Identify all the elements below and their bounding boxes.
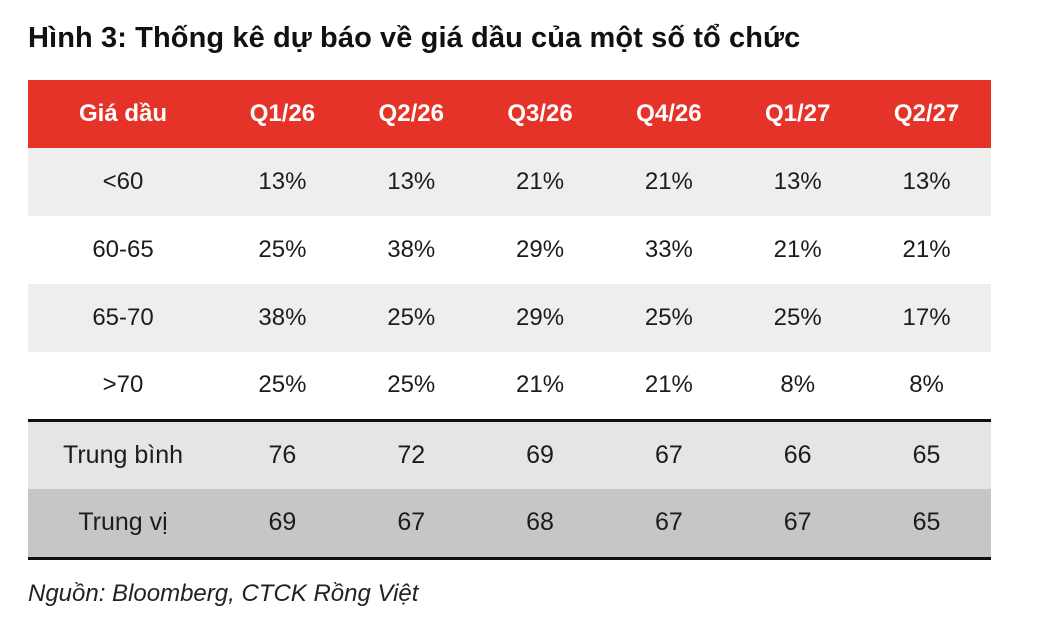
- table-cell: 65: [912, 508, 941, 537]
- header-q4-26: Q4/26: [636, 100, 702, 127]
- row-label: 65-70: [92, 304, 154, 331]
- table-cell: 21%: [644, 371, 693, 399]
- table-cell: 21%: [773, 236, 822, 263]
- table-cell: 67: [783, 508, 812, 537]
- summary-row-median: Trung vị 69 67 68 67 67 65: [28, 489, 991, 558]
- table-cell: 29%: [516, 236, 565, 263]
- table-cell: 25%: [258, 371, 307, 399]
- table-cell: 67: [654, 440, 683, 469]
- row-label: Trung vị: [78, 508, 168, 537]
- table-cell: 29%: [516, 304, 565, 331]
- table-cell: 38%: [387, 236, 436, 263]
- table-row: >70 25% 25% 21% 21% 8% 8%: [28, 352, 991, 420]
- header-q3-26: Q3/26: [507, 100, 573, 127]
- row-label: <60: [102, 168, 144, 195]
- table-cell: 21%: [516, 371, 565, 399]
- table-cell: 8%: [909, 371, 944, 399]
- table-cell: 8%: [780, 371, 816, 399]
- table-cell: 76: [268, 440, 297, 469]
- table-cell: 25%: [387, 371, 436, 399]
- row-label: Trung bình: [63, 440, 183, 469]
- summary-row-average: Trung bình 76 72 69 67 66 65: [28, 420, 991, 489]
- table-cell: 38%: [258, 304, 307, 331]
- header-q1-27: Q1/27: [764, 100, 831, 127]
- table-cell: 67: [654, 508, 683, 537]
- table-cell: 25%: [773, 304, 822, 331]
- table-row: 60-65 25% 38% 29% 33% 21% 21%: [28, 216, 991, 284]
- table-cell: 25%: [387, 304, 436, 331]
- table-cell: 21%: [516, 168, 565, 195]
- table-cell: 65: [912, 440, 941, 469]
- table-cell: 68: [526, 508, 554, 537]
- table-cell: 66: [783, 440, 812, 469]
- figure-title: Hình 3: Thống kê dự báo về giá dầu của m…: [28, 22, 801, 54]
- header-q2-26: Q2/26: [378, 100, 444, 127]
- table-cell: 25%: [258, 236, 307, 263]
- header-q2-27: Q2/27: [893, 100, 960, 127]
- header-price-range: Giá dầu: [79, 100, 168, 127]
- table-cell: 72: [397, 440, 426, 469]
- table-cell: 21%: [644, 168, 693, 195]
- table-cell: 69: [526, 440, 554, 469]
- table-cell: 13%: [258, 168, 307, 195]
- table-header-row: Giá dầu Q1/26 Q2/26 Q3/26 Q4/26 Q1/27 Q2…: [28, 80, 991, 148]
- table-cell: 13%: [773, 168, 822, 195]
- table-cell: 67: [397, 508, 426, 537]
- table-cell: 25%: [644, 304, 693, 331]
- table-cell: 69: [268, 508, 297, 537]
- row-label: 60-65: [92, 236, 154, 263]
- table-row: 65-70 38% 25% 29% 25% 25% 17%: [28, 284, 991, 352]
- row-label: >70: [102, 371, 144, 399]
- header-q1-26: Q1/26: [249, 100, 316, 127]
- source-note: Nguồn: Bloomberg, CTCK Rồng Việt: [28, 580, 419, 607]
- table-cell: 17%: [902, 304, 951, 331]
- table-row: <60 13% 13% 21% 21% 13% 13%: [28, 148, 991, 216]
- table-cell: 13%: [902, 168, 951, 195]
- table-cell: 13%: [387, 168, 436, 195]
- oil-price-forecast-table: Giá dầu Q1/26 Q2/26 Q3/26 Q4/26 Q1/27 Q2…: [28, 80, 991, 560]
- table-cell: 33%: [644, 236, 693, 263]
- table-cell: 21%: [902, 236, 951, 263]
